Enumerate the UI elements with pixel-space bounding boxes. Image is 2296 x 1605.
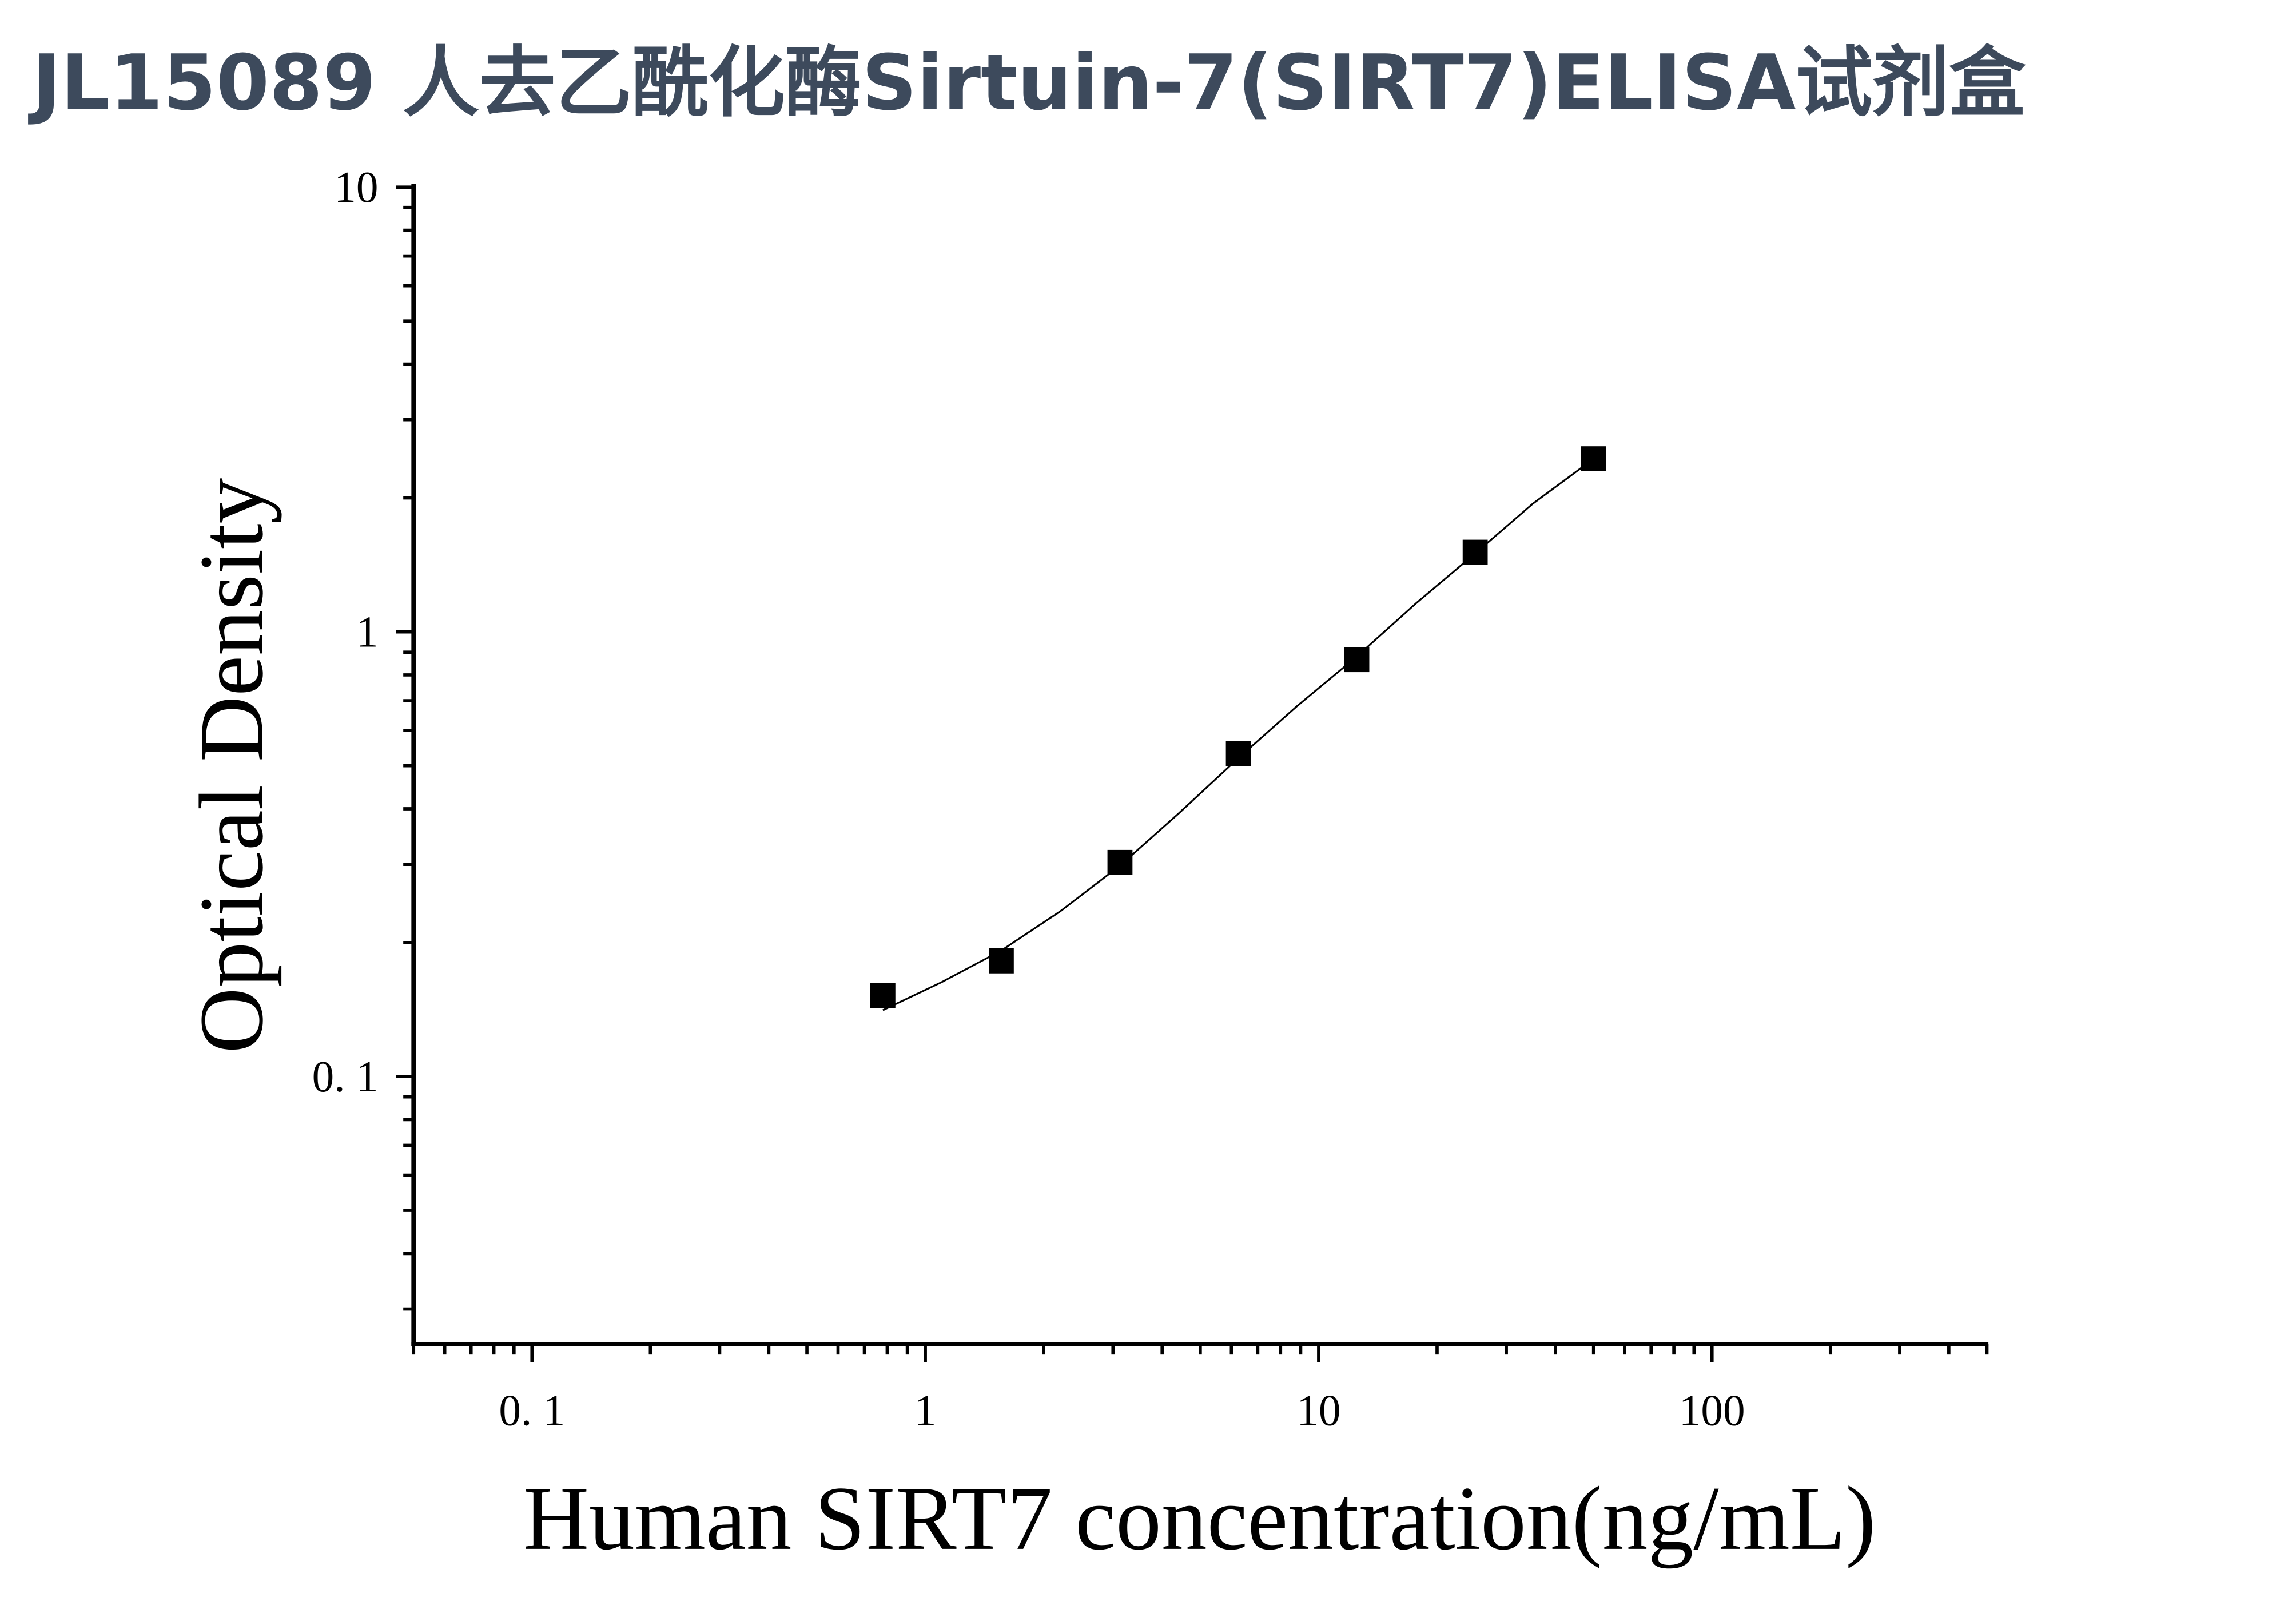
chart-title: JL15089 人去乙酰化酶Sirtuin-7(SIRT7)ELISA试剂盒 [28,38,2027,128]
x-axis-label: Human SIRT7 concentration(ng/mL) [523,1468,1876,1569]
data-point [870,983,896,1008]
data-point [1225,741,1251,766]
x-tick-label: 0. 1 [499,1386,565,1435]
data-point [1581,446,1606,471]
data-point [1344,647,1370,673]
x-tick-label: 1 [914,1386,937,1435]
y-tick-label: 10 [334,162,378,212]
x-tick-label: 100 [1679,1386,1745,1435]
y-tick-label: 1 [356,607,379,656]
y-axis-label: Optical Density [181,478,282,1053]
data-point [1462,539,1488,565]
y-tick-label: 0. 1 [312,1052,379,1101]
data-point [989,948,1014,974]
data-point [1107,849,1133,875]
x-tick-label: 10 [1296,1386,1340,1435]
